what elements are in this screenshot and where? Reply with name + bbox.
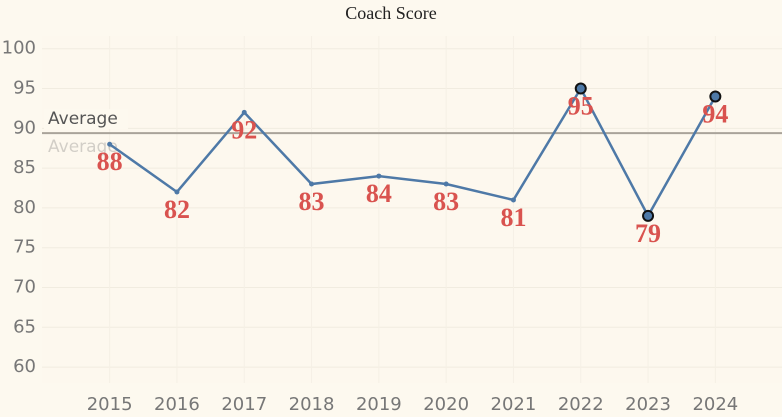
point xyxy=(107,141,113,147)
point xyxy=(510,197,516,203)
y-tick-label: 60 xyxy=(13,356,36,377)
y-tick-label: 90 xyxy=(13,117,36,138)
data-label: 79 xyxy=(635,219,661,248)
data-label: 88 xyxy=(97,147,123,176)
x-tick-label: 2024 xyxy=(692,394,738,415)
x-tick-label: 2020 xyxy=(423,394,469,415)
x-tick-label: 2017 xyxy=(221,394,267,415)
point xyxy=(309,181,315,187)
point xyxy=(709,90,722,103)
chart-title: Coach Score xyxy=(345,3,436,23)
reference-label: Average xyxy=(48,109,118,129)
data-label: 95 xyxy=(568,91,594,120)
data-label: 94 xyxy=(702,99,728,128)
y-tick-label: 80 xyxy=(13,197,36,218)
point xyxy=(174,189,180,195)
point xyxy=(443,181,449,187)
plot-area xyxy=(42,36,782,383)
x-tick-label: 2023 xyxy=(625,394,671,415)
x-tick-label: 2015 xyxy=(87,394,133,415)
x-tick-label: 2021 xyxy=(491,394,537,415)
point xyxy=(642,209,655,222)
point xyxy=(376,173,382,179)
y-tick-label: 100 xyxy=(2,38,36,59)
data-label: 83 xyxy=(433,187,459,216)
x-tick-label: 2018 xyxy=(289,394,335,415)
reference-label-shadow: Average xyxy=(48,137,118,157)
data-label: 81 xyxy=(500,203,526,232)
data-label: 83 xyxy=(299,187,325,216)
data-label: 92 xyxy=(231,115,257,144)
y-tick-label: 65 xyxy=(13,316,36,337)
x-tick-label: 2016 xyxy=(154,394,200,415)
reference-label-bg xyxy=(44,109,128,130)
x-tick-label: 2019 xyxy=(356,394,402,415)
y-tick-label: 70 xyxy=(13,276,36,297)
y-tick-label: 95 xyxy=(13,78,36,99)
y-tick-label: 85 xyxy=(13,157,36,178)
point xyxy=(574,82,587,95)
data-label: 82 xyxy=(164,195,190,224)
point xyxy=(241,109,247,115)
y-tick-label: 75 xyxy=(13,237,36,258)
data-label: 84 xyxy=(366,179,392,208)
line xyxy=(108,85,717,219)
x-tick-label: 2022 xyxy=(558,394,604,415)
